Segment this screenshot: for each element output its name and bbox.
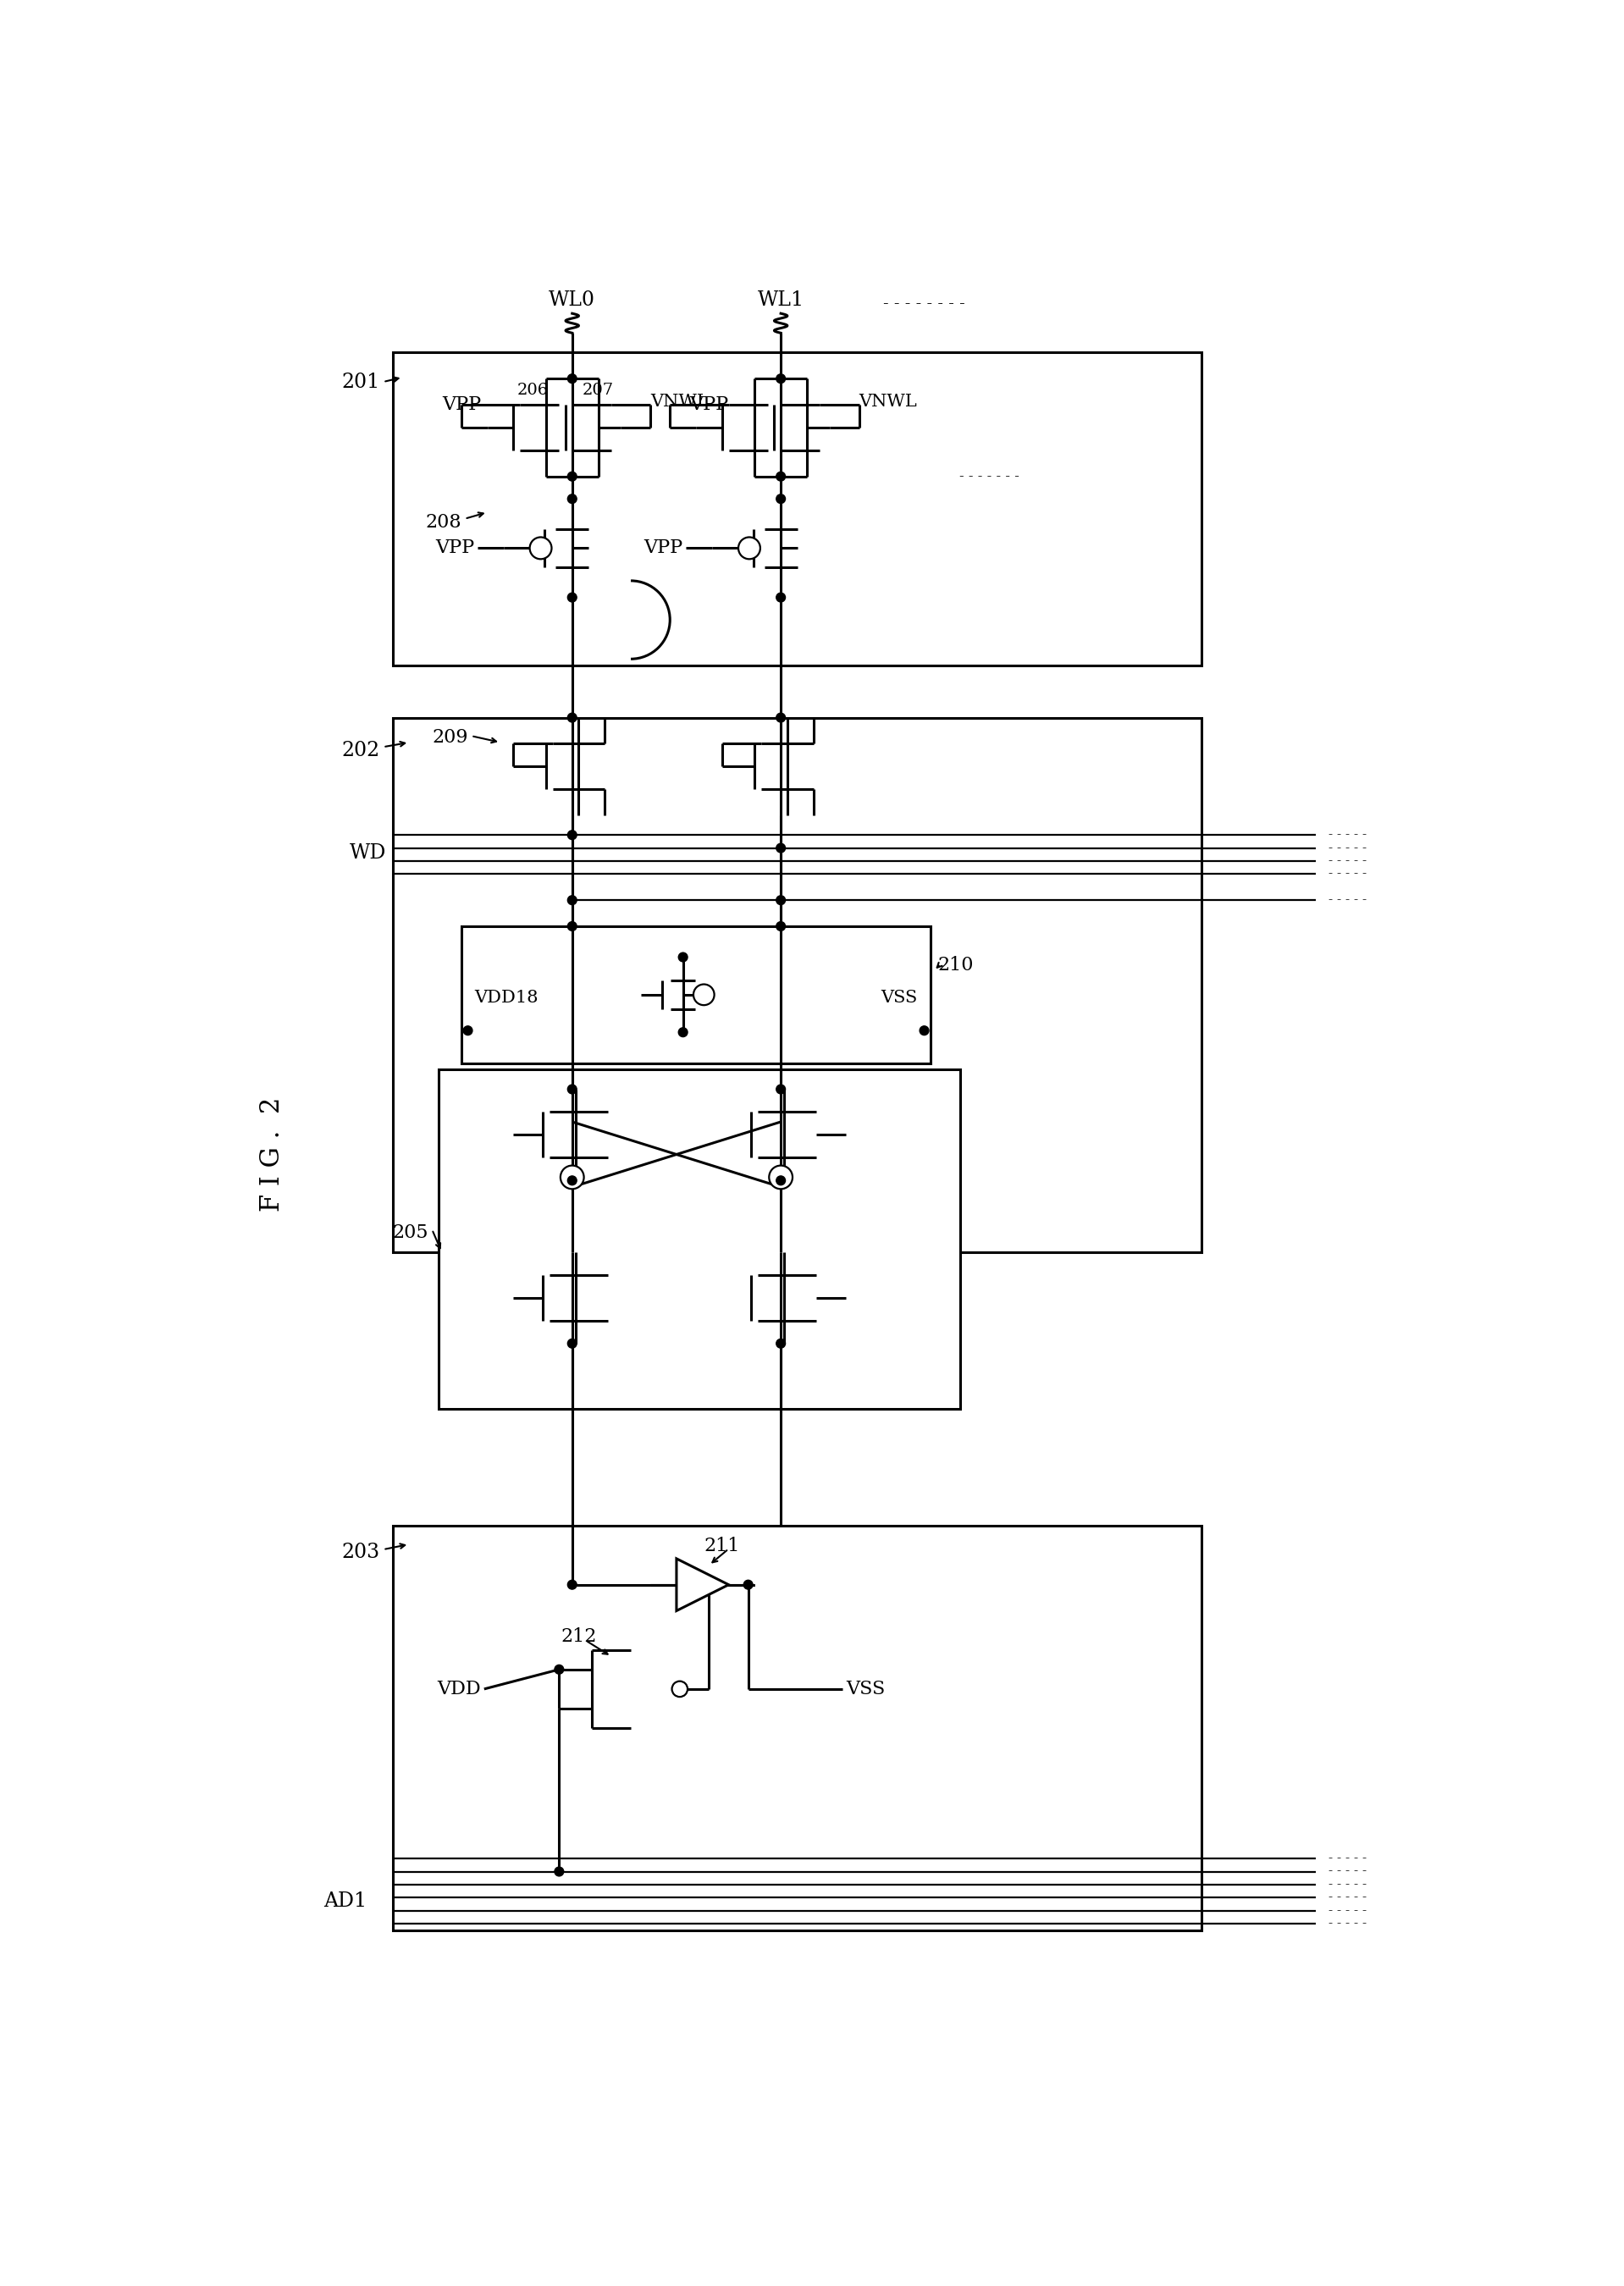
Bar — [393, 1527, 1202, 1929]
Circle shape — [568, 494, 577, 503]
Circle shape — [554, 1868, 564, 1877]
Circle shape — [568, 592, 577, 601]
Text: 212: 212 — [560, 1628, 596, 1646]
Text: 207: 207 — [583, 382, 614, 398]
Text: 211: 211 — [705, 1536, 741, 1554]
Circle shape — [919, 1026, 929, 1036]
Text: - - - - -: - - - - - — [1328, 1904, 1367, 1916]
Circle shape — [693, 985, 715, 1006]
Circle shape — [770, 1166, 793, 1189]
Text: F I G .  2: F I G . 2 — [260, 1097, 286, 1212]
Circle shape — [568, 375, 577, 384]
Circle shape — [739, 537, 760, 560]
Circle shape — [776, 375, 786, 384]
Circle shape — [568, 1084, 577, 1093]
Circle shape — [463, 1026, 473, 1036]
Text: - - - - -: - - - - - — [1328, 1893, 1367, 1904]
Circle shape — [554, 1664, 564, 1673]
Text: VDD18: VDD18 — [474, 990, 538, 1006]
Text: 201: 201 — [341, 373, 380, 391]
Circle shape — [744, 1580, 754, 1589]
Circle shape — [776, 494, 786, 503]
Circle shape — [776, 896, 786, 905]
Circle shape — [776, 844, 786, 853]
Text: - - - - -: - - - - - — [1328, 1852, 1367, 1865]
Text: 210: 210 — [937, 956, 973, 974]
Circle shape — [672, 1680, 687, 1696]
Text: 203: 203 — [341, 1543, 380, 1561]
Circle shape — [776, 592, 786, 601]
Bar — [393, 718, 1202, 1253]
Text: - - - - -: - - - - - — [1328, 830, 1367, 841]
Circle shape — [568, 1580, 577, 1589]
Circle shape — [679, 1029, 687, 1038]
Text: AD1: AD1 — [323, 1891, 367, 1911]
Text: 208: 208 — [425, 512, 461, 530]
Circle shape — [529, 537, 552, 560]
Text: VPP: VPP — [645, 539, 684, 558]
Circle shape — [568, 1340, 577, 1349]
Circle shape — [568, 830, 577, 839]
Text: - - - - - - -: - - - - - - - — [960, 469, 1020, 485]
Text: 205: 205 — [393, 1223, 429, 1241]
Text: WL0: WL0 — [549, 290, 596, 311]
Polygon shape — [677, 1559, 729, 1612]
Text: VNWL: VNWL — [650, 393, 708, 409]
Circle shape — [776, 1084, 786, 1093]
Text: VPP: VPP — [690, 395, 729, 414]
Circle shape — [560, 1166, 585, 1189]
Circle shape — [568, 713, 577, 722]
Text: WD: WD — [349, 844, 387, 864]
Text: - - - - -: - - - - - — [1328, 1918, 1367, 1929]
Circle shape — [776, 1175, 786, 1184]
Text: VDD: VDD — [437, 1680, 481, 1698]
Text: 202: 202 — [341, 741, 380, 759]
Circle shape — [776, 921, 786, 930]
Text: VNWL: VNWL — [859, 393, 918, 409]
Text: 209: 209 — [432, 727, 468, 748]
Text: WL1: WL1 — [757, 290, 804, 311]
Circle shape — [568, 1175, 577, 1184]
Circle shape — [568, 921, 577, 930]
Text: - - - - - - - -: - - - - - - - - — [883, 297, 965, 311]
Bar — [393, 352, 1202, 665]
Circle shape — [568, 896, 577, 905]
Text: VSS: VSS — [846, 1680, 885, 1698]
Text: - - - - -: - - - - - — [1328, 1879, 1367, 1891]
Circle shape — [776, 1340, 786, 1349]
Text: - - - - -: - - - - - — [1328, 869, 1367, 880]
Circle shape — [568, 471, 577, 480]
Bar — [438, 1070, 960, 1408]
Text: - - - - -: - - - - - — [1328, 1865, 1367, 1877]
Text: - - - - -: - - - - - — [1328, 855, 1367, 866]
Circle shape — [776, 471, 786, 480]
Text: 206: 206 — [518, 382, 549, 398]
Text: VSS: VSS — [882, 990, 918, 1006]
Bar — [461, 926, 931, 1063]
Text: VPP: VPP — [442, 395, 481, 414]
Text: - - - - -: - - - - - — [1328, 841, 1367, 855]
Text: - - - - -: - - - - - — [1328, 894, 1367, 905]
Circle shape — [679, 953, 687, 962]
Circle shape — [776, 713, 786, 722]
Text: VPP: VPP — [435, 539, 474, 558]
